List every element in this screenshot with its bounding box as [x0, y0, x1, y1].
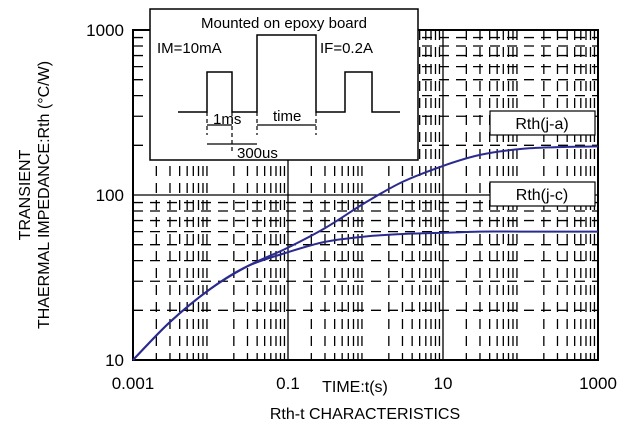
inset-box: [149, 8, 419, 161]
inset-period-label: 300us: [237, 145, 278, 162]
inset-if-label: IF=0.2A: [320, 40, 373, 57]
inset-title: Mounted on epoxy board: [201, 15, 367, 32]
x-tick-label: 1000: [579, 374, 617, 393]
y-tick-label: 1000: [86, 21, 124, 40]
x-axis-label: TIME:t(s): [322, 379, 388, 396]
inset-diagram: Mounted on epoxy board IM=10mA IF=0.2A 1…: [149, 8, 419, 162]
y-axis-label-line2: THAERMAL IMPEDANCE:Rth (°C/W): [36, 61, 53, 329]
x-tick-label: 0.001: [112, 374, 155, 393]
legend-rth-jc: Rth(j-c): [489, 181, 596, 207]
x-tick-label: 0.1: [276, 374, 300, 393]
inset-im-label: IM=10mA: [157, 40, 222, 57]
legend-rth-ja-label: Rth(j-a): [515, 116, 568, 133]
legend-rth-jc-box: [489, 181, 596, 207]
y-axis-label-line1: TRANSIENT: [17, 149, 34, 240]
inset-pulse-label: 1ms: [213, 111, 241, 128]
legend-rth-ja-box: [489, 110, 596, 136]
series-layer: [132, 145, 599, 361]
series-line-rth-jc: [132, 230, 598, 361]
y-tick-label: 100: [96, 186, 124, 205]
x-tick-label: 10: [434, 374, 453, 393]
legend-rth-ja: Rth(j-a): [489, 110, 596, 136]
legend-rth-jc-label: Rth(j-c): [516, 187, 568, 204]
inset-time-label: time: [273, 108, 301, 125]
inset-waveform: [178, 34, 400, 113]
tick-labels: 0.001 0.1 10 1000 10 100 1000: [86, 21, 617, 393]
chart-title: Rth-t CHARACTERISTICS: [270, 406, 460, 423]
y-tick-label: 10: [105, 351, 124, 370]
